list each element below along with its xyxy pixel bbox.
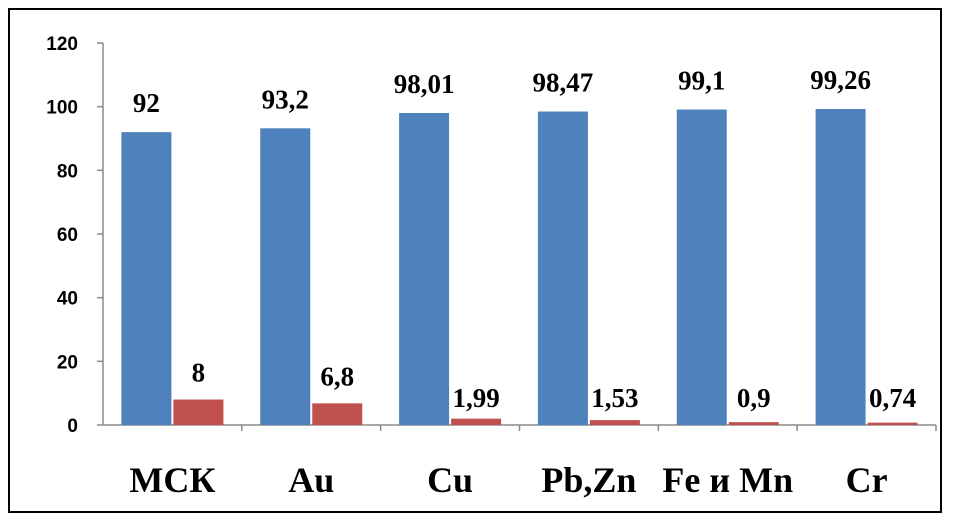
category-label: Fe и Mn bbox=[662, 460, 793, 500]
data-label: 93,2 bbox=[262, 84, 309, 114]
bar bbox=[728, 422, 779, 425]
y-tick-label: 20 bbox=[57, 352, 78, 373]
category-label: МСК bbox=[129, 460, 215, 500]
y-tick-label: 80 bbox=[57, 161, 78, 182]
y-tick-label: 0 bbox=[67, 416, 78, 437]
y-tick-label: 100 bbox=[46, 98, 78, 119]
data-label: 1,99 bbox=[452, 383, 499, 413]
bar bbox=[260, 128, 311, 425]
data-label: 99,1 bbox=[678, 66, 725, 96]
data-label: 98,47 bbox=[533, 68, 594, 98]
bar bbox=[589, 420, 640, 425]
bar bbox=[312, 403, 363, 425]
data-label: 8 bbox=[192, 358, 206, 388]
bar bbox=[399, 113, 450, 426]
category-label: Cr bbox=[846, 460, 888, 500]
bar bbox=[676, 109, 727, 425]
data-label: 1,53 bbox=[591, 383, 638, 413]
bar bbox=[173, 399, 224, 425]
data-label: 0,74 bbox=[869, 383, 916, 413]
category-label: Cu bbox=[427, 460, 473, 500]
bar bbox=[451, 418, 502, 425]
category-label: Au bbox=[288, 460, 334, 500]
y-tick-label: 40 bbox=[57, 289, 78, 310]
data-label: 0,9 bbox=[737, 383, 771, 413]
bar bbox=[121, 132, 172, 425]
bar bbox=[867, 422, 918, 425]
y-tick-label: 60 bbox=[57, 225, 78, 246]
bar bbox=[537, 111, 588, 425]
bar bbox=[815, 109, 866, 425]
data-label: 92 bbox=[133, 88, 160, 118]
data-label: 99,26 bbox=[810, 65, 871, 95]
data-label: 98,01 bbox=[394, 69, 455, 99]
y-tick-label: 120 bbox=[46, 34, 78, 55]
data-label: 6,8 bbox=[320, 361, 354, 391]
category-label: Pb,Zn bbox=[541, 460, 636, 500]
